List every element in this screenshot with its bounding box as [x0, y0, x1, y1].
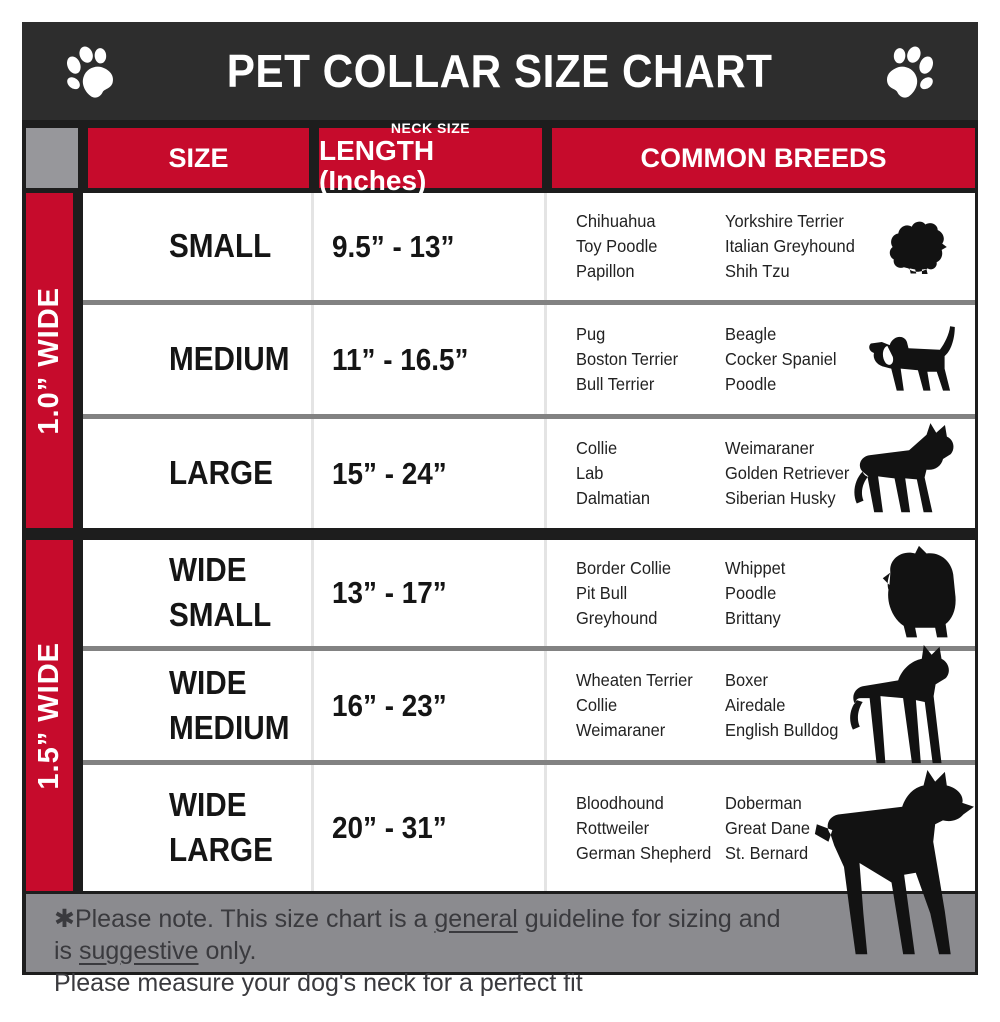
table-row: LARGE 15” - 24” Collie Lab Dalmatian Wei…: [83, 414, 975, 528]
breed-list: Wheaten Terrier Collie Weimaraner: [576, 670, 693, 740]
breed-list: Weimaraner Golden Retriever Siberian Hus…: [725, 438, 850, 508]
disclaimer-note: ✱Please note. This size chart is a gener…: [26, 894, 975, 997]
bulldog-silhouette: [875, 544, 961, 644]
title-band: PET COLLAR SIZE CHART: [22, 22, 978, 120]
pitbull-silhouette: [845, 641, 973, 769]
section-label-1-inch: 1.0” WIDE: [26, 193, 73, 528]
german-shepherd-silhouette: [849, 422, 975, 526]
neck-range: 16” - 23”: [332, 687, 447, 723]
breed-list: Pug Boston Terrier Bull Terrier: [576, 324, 679, 394]
disclaimer-line-2: Please measure your dog's neck for a per…: [54, 969, 583, 997]
table-row: WIDE MEDIUM 16” - 23” Wheaten Terrier Co…: [83, 644, 975, 764]
neck-range: 20” - 31”: [332, 810, 447, 845]
neck-size-caption: NECK SIZE: [390, 119, 471, 136]
column-header-size-label: SIZE: [168, 142, 229, 173]
column-header-breeds-label: COMMON BREEDS: [640, 142, 887, 173]
neck-range: 13” - 17”: [332, 575, 447, 610]
underlined-word: general: [434, 905, 518, 933]
underlined-word: suggestive: [79, 937, 199, 965]
disclaimer-line-1: ✱Please note. This size chart is a gener…: [54, 905, 781, 965]
paw-print-icon: [878, 39, 942, 103]
section-1-5-inch-wide: 1.5” WIDE WIDE SMALL 13” - 17” Border Co…: [26, 540, 975, 955]
table-row: WIDE SMALL 13” - 17” Border Collie Pit B…: [83, 540, 975, 646]
breed-list: Border Collie Pit Bull Greyhound: [576, 557, 672, 628]
table-row: SMALL 9.5” - 13” Chihuahua Toy Poodle Pa…: [83, 193, 975, 300]
page-title: PET COLLAR SIZE CHART: [227, 45, 773, 97]
section-label-1-5-inch: 1.5” WIDE: [26, 540, 73, 891]
pomeranian-silhouette: [887, 217, 949, 277]
table-header-row: SIZE NECK SIZE LENGTH (Inches) COMMON BR…: [26, 120, 975, 195]
column-header-neck-length: NECK SIZE LENGTH (Inches): [319, 120, 542, 195]
breed-list: Collie Lab Dalmatian: [576, 438, 651, 508]
column-header-size: SIZE: [88, 128, 309, 188]
doberman-silhouette: [806, 768, 978, 962]
breed-list: Chihuahua Toy Poodle Papillon: [576, 211, 658, 281]
table-row: MEDIUM 11” - 16.5” Pug Boston Terrier Bu…: [83, 300, 975, 414]
size-chart-poster: PET COLLAR SIZE CHART SIZE NECK SIZE LEN…: [22, 22, 978, 997]
neck-range: 11” - 16.5”: [332, 341, 469, 377]
breed-list: Doberman Great Dane St. Bernard: [725, 792, 811, 863]
size-label: MEDIUM: [169, 340, 290, 378]
size-label: LARGE: [169, 454, 273, 492]
breed-list: Whippet Poodle Brittany: [725, 557, 786, 628]
paw-print-icon: [58, 39, 122, 103]
size-label: WIDE MEDIUM: [169, 663, 290, 746]
breed-list: Beagle Cocker Spaniel Poodle: [725, 324, 837, 394]
section-1-inch-wide: 1.0” WIDE SMALL 9.5” - 13” Chihuahua Toy…: [26, 193, 975, 528]
size-label: WIDE SMALL: [169, 551, 272, 633]
breed-list: Boxer Airedale English Bulldog: [725, 670, 839, 740]
size-label: WIDE LARGE: [169, 786, 273, 868]
corner-cell: [26, 128, 78, 188]
breed-list: Yorkshire Terrier Italian Greyhound Shih…: [725, 211, 855, 281]
neck-range: 9.5” - 13”: [332, 228, 455, 264]
beagle-silhouette: [863, 324, 965, 396]
length-inches-label: LENGTH (Inches): [319, 134, 435, 196]
neck-range: 15” - 24”: [332, 455, 447, 491]
table-row: WIDE LARGE 20” - 31” Bloodhound Rottweil…: [83, 760, 975, 955]
size-label: SMALL: [169, 227, 272, 265]
breed-list: Bloodhound Rottweiler German Shepherd: [576, 792, 712, 863]
size-chart-table: SIZE NECK SIZE LENGTH (Inches) COMMON BR…: [22, 120, 978, 997]
column-header-common-breeds: COMMON BREEDS: [552, 128, 975, 188]
